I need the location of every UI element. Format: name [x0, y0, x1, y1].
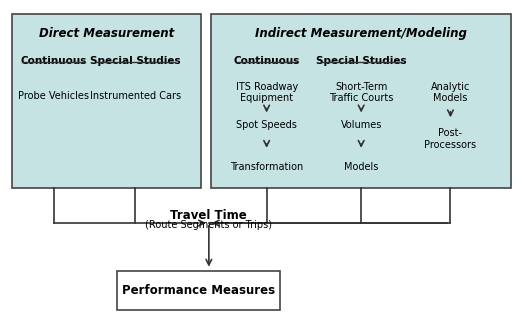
Text: Special Studies: Special Studies	[316, 56, 407, 66]
Text: Volumes: Volumes	[341, 120, 382, 130]
FancyBboxPatch shape	[212, 14, 511, 188]
Text: Direct Measurement: Direct Measurement	[39, 27, 174, 40]
Text: Probe Vehicles: Probe Vehicles	[18, 91, 89, 101]
Text: Short-Term
Traffic Courts: Short-Term Traffic Courts	[329, 82, 393, 103]
Text: Instrumented Cars: Instrumented Cars	[90, 91, 181, 101]
Text: (Route Segments or Trips): (Route Segments or Trips)	[145, 220, 272, 230]
Text: Continuous: Continuous	[233, 56, 300, 66]
Text: Continuous: Continuous	[21, 56, 87, 66]
Text: Travel Time: Travel Time	[171, 209, 247, 222]
Text: Post-
Processors: Post- Processors	[425, 128, 476, 150]
Text: Special Studies: Special Studies	[90, 56, 181, 66]
Text: Indirect Measurement/Modeling: Indirect Measurement/Modeling	[255, 27, 467, 40]
Text: Transformation: Transformation	[230, 162, 303, 172]
Text: Spot Speeds: Spot Speeds	[236, 120, 297, 130]
Text: ITS Roadway
Equipment: ITS Roadway Equipment	[235, 82, 298, 103]
Text: Models: Models	[344, 162, 379, 172]
FancyBboxPatch shape	[117, 271, 280, 310]
FancyBboxPatch shape	[12, 14, 201, 188]
Text: Performance Measures: Performance Measures	[122, 284, 275, 297]
Text: Analytic
Models: Analytic Models	[431, 82, 470, 103]
